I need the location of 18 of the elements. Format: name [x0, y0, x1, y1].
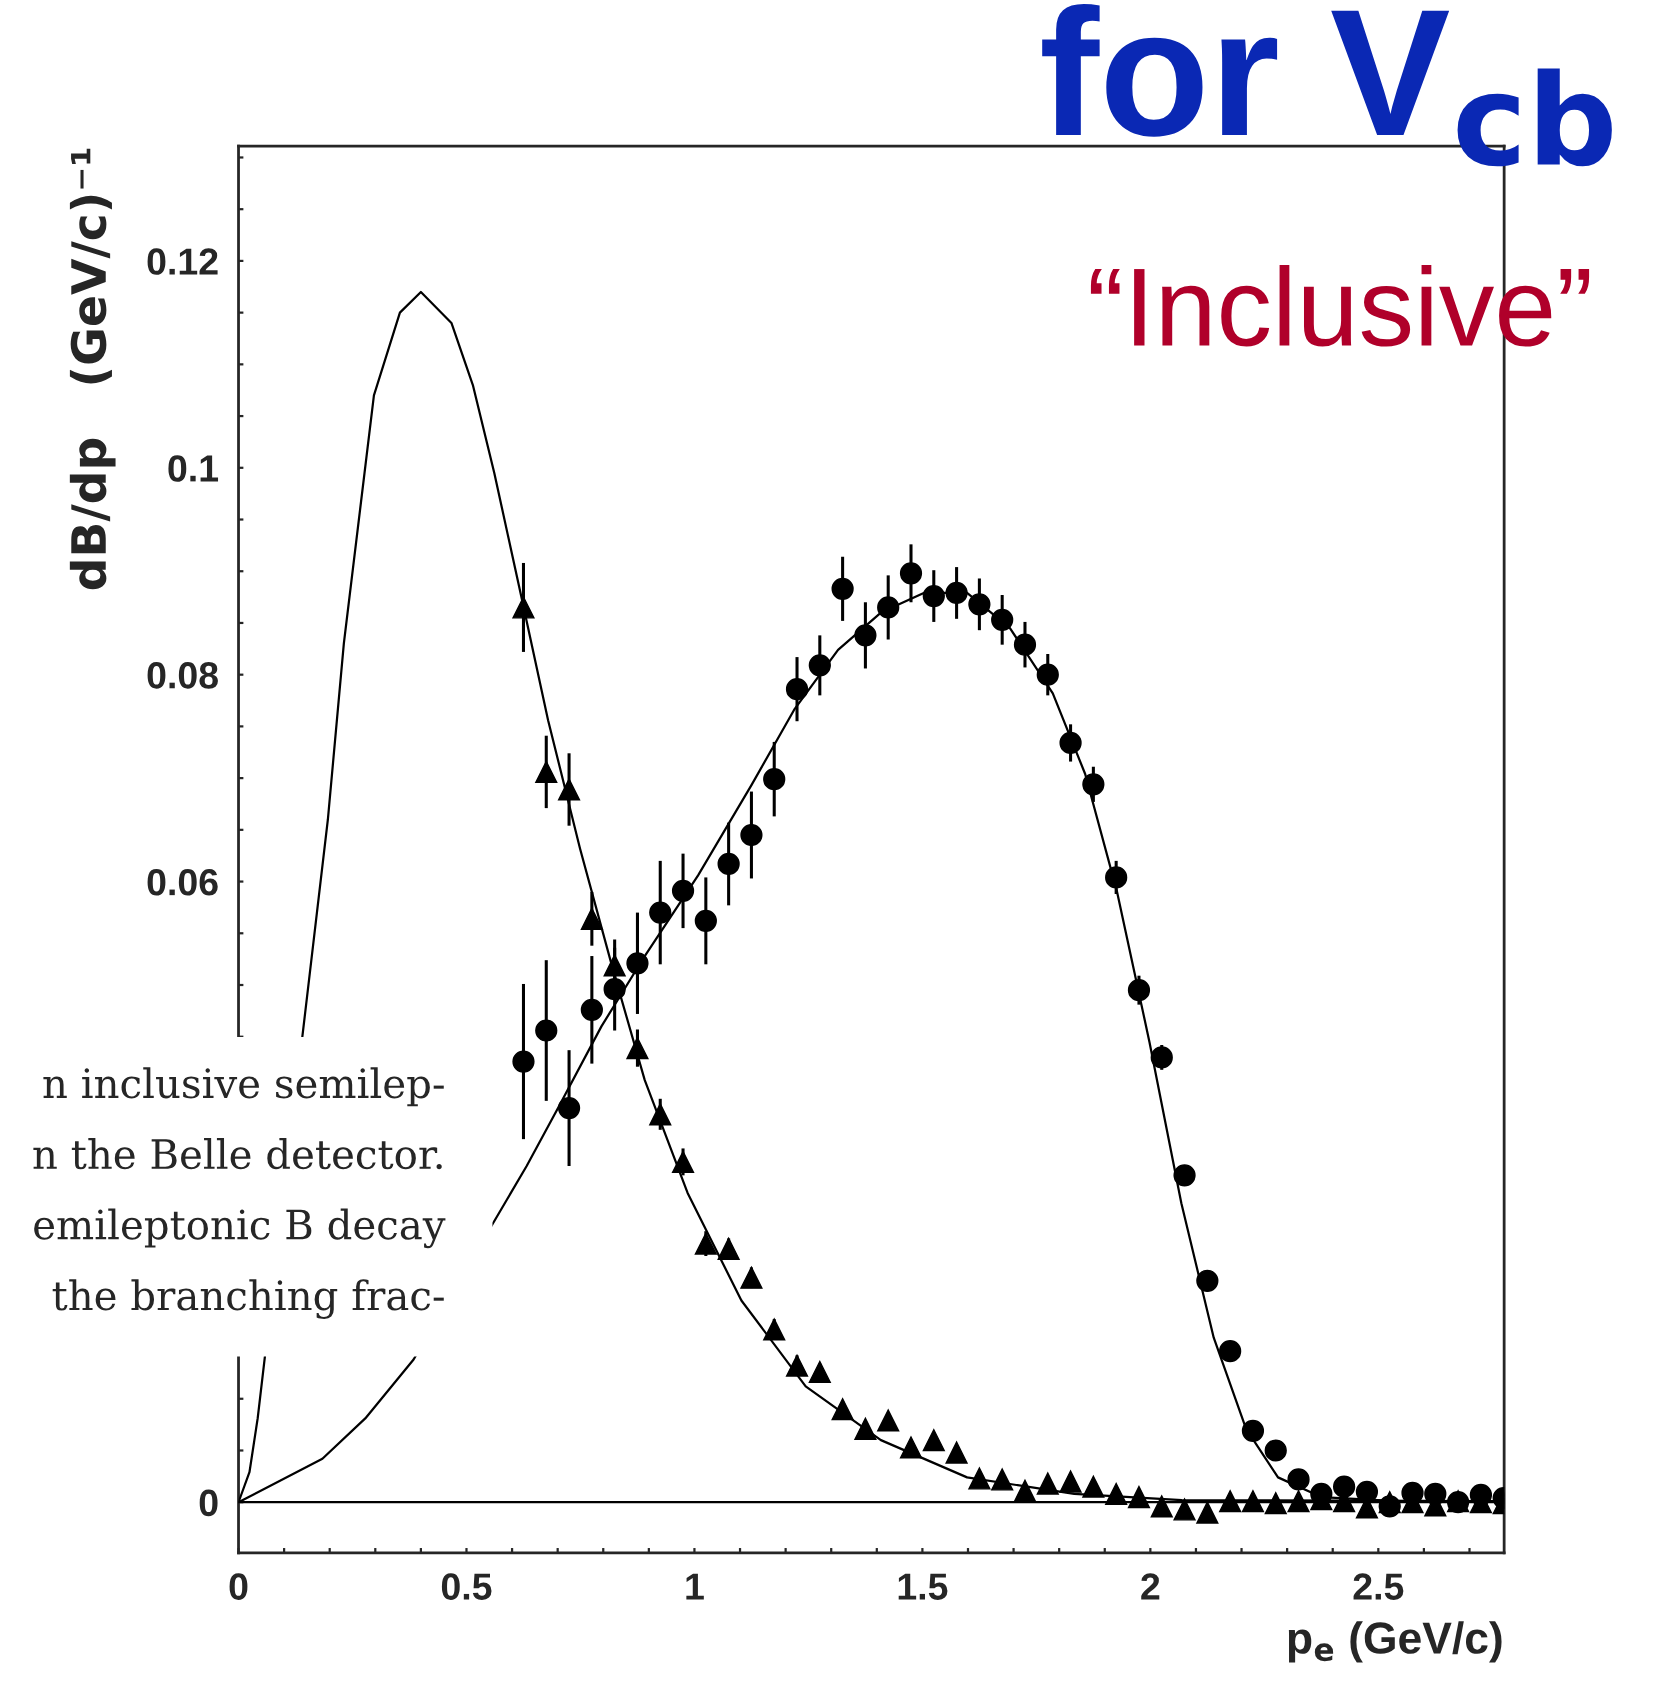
annotation: n inclusive semilep-	[43, 1067, 444, 1107]
x-tick-label: 1	[686, 1573, 704, 1600]
x-axis-title: p$_{e}$ (GeV/c)	[1288, 1621, 1502, 1663]
x-tick-label: 2	[1141, 1573, 1160, 1600]
y-axis-title: dB/dp (GeV/c)⁻¹	[69, 148, 116, 590]
x-tick-label: 0	[229, 1573, 248, 1600]
x-tick-label: 0.5	[441, 1573, 492, 1600]
chart-title: for V$_{cb}$	[1042, 4, 1612, 167]
annotation: emileptonic B decay	[34, 1208, 446, 1249]
y-tick-label: 0.12	[147, 248, 218, 275]
y-tick-label: 0	[199, 1489, 218, 1517]
annotation: n the Belle detector.	[33, 1138, 442, 1170]
y-tick-label: 0.08	[147, 662, 218, 689]
y-tick-label: 0.06	[147, 868, 218, 896]
x-tick-label: 2.5	[1353, 1573, 1404, 1600]
y-tick-label: 0.1	[168, 455, 219, 482]
annotation: the branching frac-	[52, 1279, 444, 1319]
x-tick-label: 1.5	[898, 1573, 948, 1600]
